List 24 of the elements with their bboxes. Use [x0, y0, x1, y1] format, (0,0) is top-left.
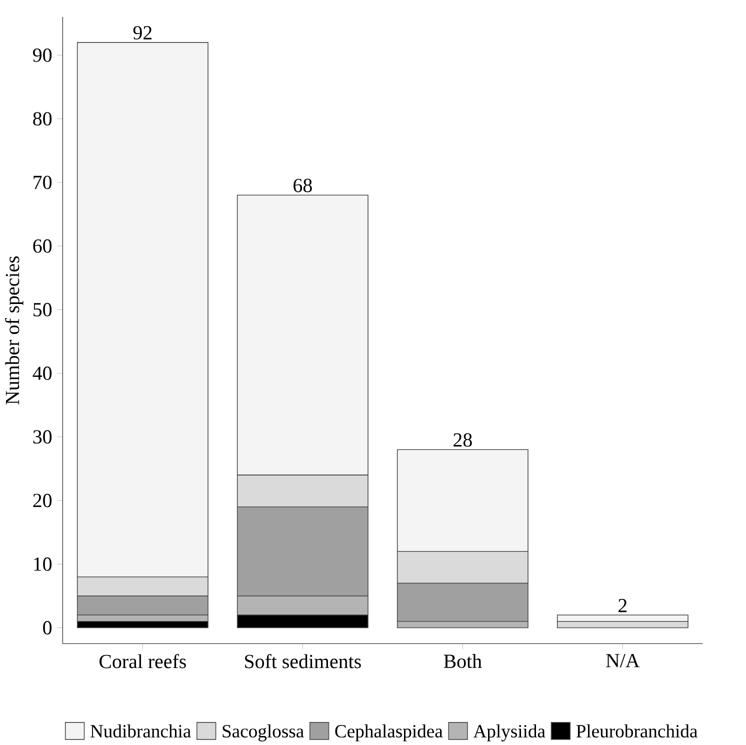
- total-label: 92: [133, 26, 152, 40]
- y-tick-label: 60: [33, 239, 52, 253]
- x-tick-label: Soft sediments: [245, 654, 361, 668]
- y-tick-label: 50: [34, 303, 52, 317]
- x-tick-label: Both: [444, 654, 482, 668]
- total-label: 68: [294, 178, 312, 192]
- y-tick-label: 90: [33, 48, 52, 62]
- legend-label: Cephalaspidea: [335, 724, 443, 742]
- y-tick-label: 70: [34, 176, 52, 190]
- y-tick-label: 10: [34, 558, 52, 572]
- y-tick-label: 40: [32, 366, 52, 380]
- total-label: 28: [454, 433, 472, 447]
- y-tick-label: 0: [43, 621, 52, 635]
- total-label: 2: [618, 599, 627, 612]
- legend-label: Nudibranchia: [90, 724, 191, 738]
- legend-label: Aplysiida: [473, 724, 546, 742]
- y-axis-title: Number of species: [5, 256, 24, 405]
- y-tick-label: 80: [33, 112, 52, 126]
- legend-label: Pleurobranchida: [576, 724, 698, 738]
- x-tick-label: Coral reefs: [100, 654, 186, 668]
- y-tick-label: 20: [33, 494, 52, 508]
- legend-label: Sacoglossa: [222, 724, 304, 742]
- y-tick-label: 30: [33, 430, 52, 444]
- x-tick-label: N/A: [606, 654, 640, 668]
